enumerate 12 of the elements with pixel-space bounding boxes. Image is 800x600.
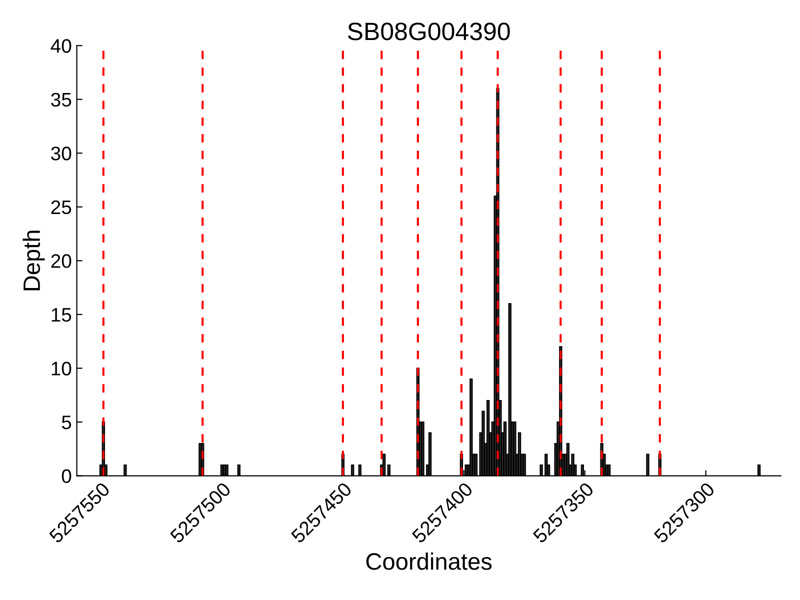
y-tick-label: 20 bbox=[51, 254, 72, 268]
y-axis-title: Depth bbox=[22, 230, 45, 290]
y-tick-label: 35 bbox=[51, 92, 72, 107]
y-tick-label: 30 bbox=[51, 146, 72, 160]
y-tick-label: 10 bbox=[52, 362, 72, 376]
y-tick-label: 0 bbox=[62, 469, 72, 484]
x-axis-title: Coordinates bbox=[366, 552, 492, 570]
y-tick-label: 40 bbox=[50, 39, 72, 53]
y-tick-label: 15 bbox=[52, 308, 72, 322]
y-tick-label: 25 bbox=[51, 200, 72, 214]
chart-title: SB08G004390 bbox=[348, 22, 510, 40]
y-tick-label: 5 bbox=[62, 416, 72, 430]
